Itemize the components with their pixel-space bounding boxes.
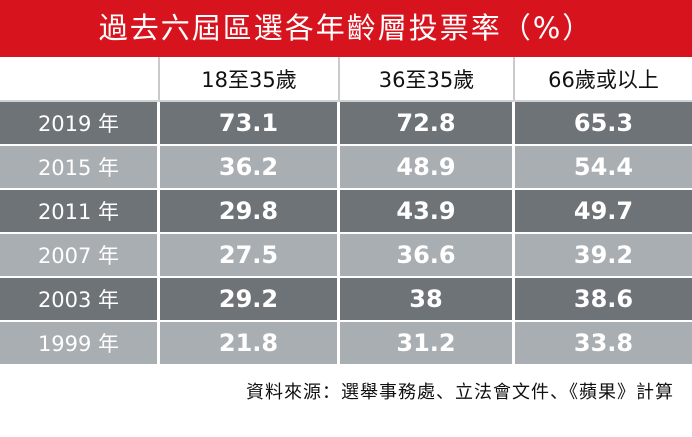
value-cell: 36.6 <box>340 234 515 276</box>
year-cell: 2019 年 <box>0 102 160 144</box>
header-cell: 18至35歲 <box>160 57 340 100</box>
value-cell: 48.9 <box>340 146 515 188</box>
value-cell: 49.7 <box>573 197 634 225</box>
header-cell: 66歲或以上 <box>548 67 659 92</box>
header-cell <box>0 57 160 100</box>
value-cell: 43.9 <box>340 190 515 232</box>
year-cell: 2011 年 <box>0 190 160 232</box>
source-note: 資料來源：選舉事務處、立法會文件、《蘋果》計算 <box>246 382 674 403</box>
table-row: 1999 年 21.8 31.2 33.8 <box>0 322 692 366</box>
value-cell: 33.8 <box>573 329 634 357</box>
value-cell: 54.4 <box>573 153 634 181</box>
value-cell: 73.1 <box>160 102 340 144</box>
value-cell: 27.5 <box>160 234 340 276</box>
value-cell: 29.8 <box>160 190 340 232</box>
header-row: 18至35歲 36至35歲 66歲或以上 <box>0 57 692 102</box>
value-cell: 39.2 <box>573 241 634 269</box>
value-cell: 38 <box>340 278 515 320</box>
value-cell: 65.3 <box>573 109 634 137</box>
value-cell: 29.2 <box>160 278 340 320</box>
title: 過去六屆區選各年齡層投票率（%） <box>0 0 692 57</box>
table-row: 2011 年 29.8 43.9 49.7 <box>0 190 692 234</box>
year-cell: 2003 年 <box>0 278 160 320</box>
table-row: 2019 年 73.1 72.8 65.3 <box>0 102 692 146</box>
value-cell: 31.2 <box>340 322 515 364</box>
value-cell: 36.2 <box>160 146 340 188</box>
value-cell: 38.6 <box>573 285 634 313</box>
year-cell: 2007 年 <box>0 234 160 276</box>
table-row: 2003 年 29.2 38 38.6 <box>0 278 692 322</box>
header-cell: 36至35歲 <box>340 57 515 100</box>
year-cell: 1999 年 <box>0 322 160 364</box>
table: 18至35歲 36至35歲 66歲或以上 2019 年 73.1 72.8 65.3 2015… <box>0 57 692 366</box>
year-cell: 2015 年 <box>0 146 160 188</box>
value-cell: 72.8 <box>340 102 515 144</box>
table-row: 2015 年 36.2 48.9 54.4 <box>0 146 692 190</box>
table-row: 2007 年 27.5 36.6 39.2 <box>0 234 692 278</box>
value-cell: 21.8 <box>160 322 340 364</box>
